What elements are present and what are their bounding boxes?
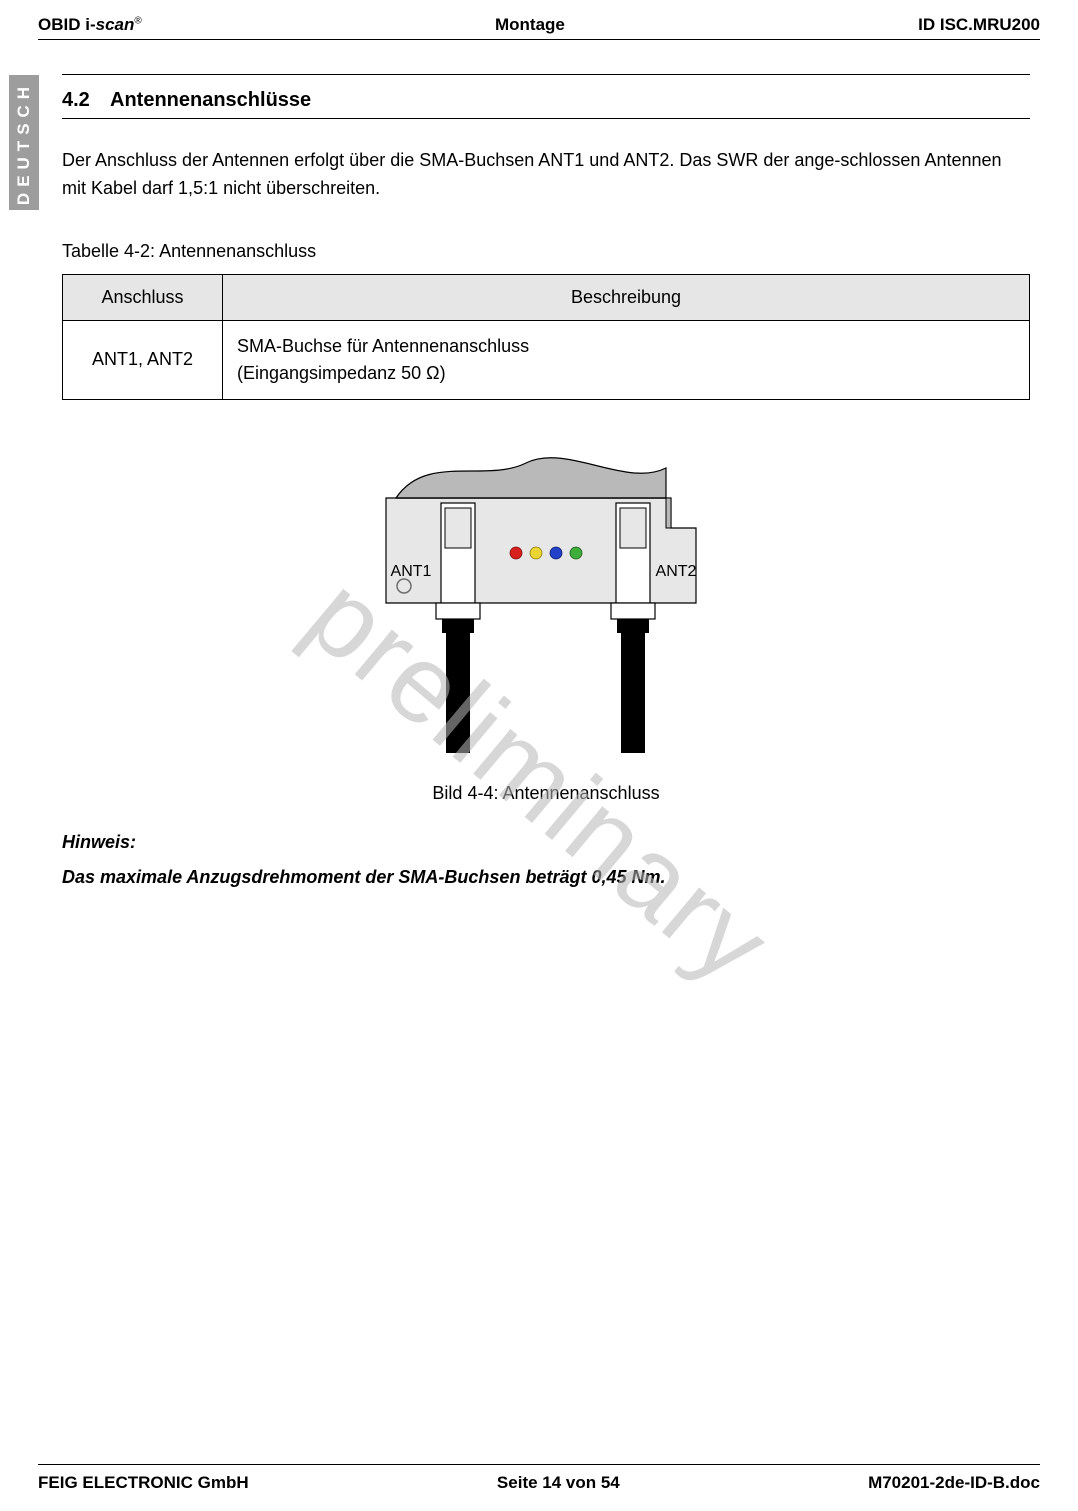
led-red: [510, 547, 522, 559]
header-left: OBID i-scan®: [38, 15, 142, 35]
figure-label-ant2: ANT2: [656, 563, 697, 580]
header-middle: Montage: [495, 15, 565, 35]
antenna-figure: ANT1 ANT2: [366, 438, 726, 768]
table-cell-anschluss: ANT1, ANT2: [63, 320, 223, 399]
table-cell-line1: SMA-Buchse für Antennenanschluss: [237, 336, 529, 356]
hint-label: Hinweis:: [62, 832, 1030, 853]
footer-right: M70201-2de-ID-B.doc: [868, 1473, 1040, 1493]
language-tab: DEUTSCH: [9, 75, 39, 210]
table-caption: Tabelle 4-2: Antennenanschluss: [62, 241, 1030, 262]
led-green: [570, 547, 582, 559]
section-title: 4.2Antennenanschlüsse: [62, 83, 1030, 112]
hint-text: Das maximale Anzugsdrehmoment der SMA-Bu…: [62, 867, 1030, 888]
ant2-connector: [611, 503, 655, 753]
section-title-text: Antennenanschlüsse: [110, 89, 311, 111]
section-number: 4.2: [62, 89, 110, 112]
ant1-connector: [436, 503, 480, 753]
language-tab-text: DEUTSCH: [14, 80, 34, 204]
header-right: ID ISC.MRU200: [918, 15, 1040, 35]
section-rule-bottom: [62, 118, 1030, 119]
section-rule-top: [62, 74, 1030, 75]
intro-paragraph: Der Anschluss der Antennen erfolgt über …: [62, 147, 1030, 203]
figure-wrap: ANT1 ANT2 Bild 4-4: Antennenanschluss: [62, 438, 1030, 804]
figure-label-ant1: ANT1: [391, 563, 432, 580]
page-footer: FEIG ELECTRONIC GmbH Seite 14 von 54 M70…: [38, 1464, 1040, 1493]
table-cell-beschreibung: SMA-Buchse für Antennenanschluss (Eingan…: [223, 320, 1030, 399]
connection-table: Anschluss Beschreibung ANT1, ANT2 SMA-Bu…: [62, 274, 1030, 400]
table-header-row: Anschluss Beschreibung: [63, 274, 1030, 320]
header-left-sup: ®: [134, 15, 141, 26]
led-blue: [550, 547, 562, 559]
table-col-anschluss: Anschluss: [63, 274, 223, 320]
content-area: 4.2Antennenanschlüsse Der Anschluss der …: [62, 74, 1030, 888]
footer-middle: Seite 14 von 54: [497, 1473, 620, 1493]
figure-caption: Bild 4-4: Antennenanschluss: [62, 783, 1030, 804]
device-top: [396, 458, 666, 498]
table-col-beschreibung: Beschreibung: [223, 274, 1030, 320]
header-left-plain: OBID i-: [38, 15, 96, 34]
led-yellow: [530, 547, 542, 559]
table-row: ANT1, ANT2 SMA-Buchse für Antennenanschl…: [63, 320, 1030, 399]
device-side-notch: [666, 498, 671, 528]
header-left-italic: scan: [96, 15, 135, 34]
footer-left: FEIG ELECTRONIC GmbH: [38, 1473, 249, 1493]
table-cell-line2: (Eingangsimpedanz 50 Ω): [237, 363, 446, 383]
page-header: OBID i-scan® Montage ID ISC.MRU200: [38, 12, 1040, 40]
